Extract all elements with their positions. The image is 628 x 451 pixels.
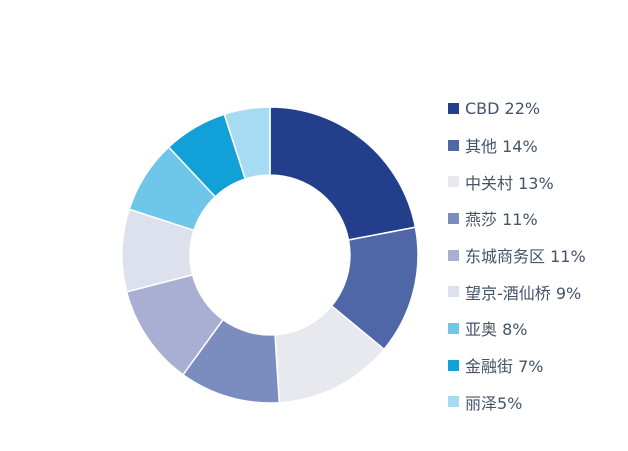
legend-swatch bbox=[448, 322, 459, 334]
legend-swatch bbox=[448, 139, 459, 151]
legend-swatch bbox=[448, 176, 459, 188]
legend-swatch bbox=[448, 249, 459, 261]
legend-swatch bbox=[448, 396, 459, 408]
legend-item: CBD 22% bbox=[448, 90, 586, 127]
legend-label: 燕莎 11% bbox=[465, 210, 538, 230]
slice-9 bbox=[223, 106, 271, 180]
legend-swatch bbox=[448, 286, 459, 298]
legend: CBD 22% 其他 14% 中关村 13% 燕莎 11% 东城商务区 11% 望京-酒仙… bbox=[448, 90, 586, 420]
legend-label: 金融街 7% bbox=[465, 357, 544, 377]
legend-label: 东城商务区 11% bbox=[465, 247, 586, 267]
legend-label: 其他 14% bbox=[465, 137, 538, 157]
legend-item: 东城商务区 11% bbox=[448, 237, 586, 274]
legend-item: 金融街 7% bbox=[448, 347, 586, 384]
legend-label: CBD 22% bbox=[465, 98, 541, 118]
slice-1 bbox=[269, 106, 417, 241]
legend-swatch bbox=[448, 212, 459, 224]
legend-item: 望京-酒仙桥 9% bbox=[448, 273, 586, 310]
legend-swatch bbox=[448, 102, 459, 114]
legend-label: 中关村 13% bbox=[465, 173, 554, 193]
legend-item: 亚奥 8% bbox=[448, 310, 586, 347]
legend-swatch bbox=[448, 359, 459, 371]
legend-label: 望京-酒仙桥 9% bbox=[465, 283, 582, 303]
legend-item: 其他 14% bbox=[448, 127, 586, 164]
legend-item: 丽泽5% bbox=[448, 384, 586, 421]
legend-item: 燕莎 11% bbox=[448, 200, 586, 237]
legend-item: 中关村 13% bbox=[448, 163, 586, 200]
legend-label: 丽泽5% bbox=[465, 393, 523, 413]
legend-label: 亚奥 8% bbox=[465, 320, 528, 340]
